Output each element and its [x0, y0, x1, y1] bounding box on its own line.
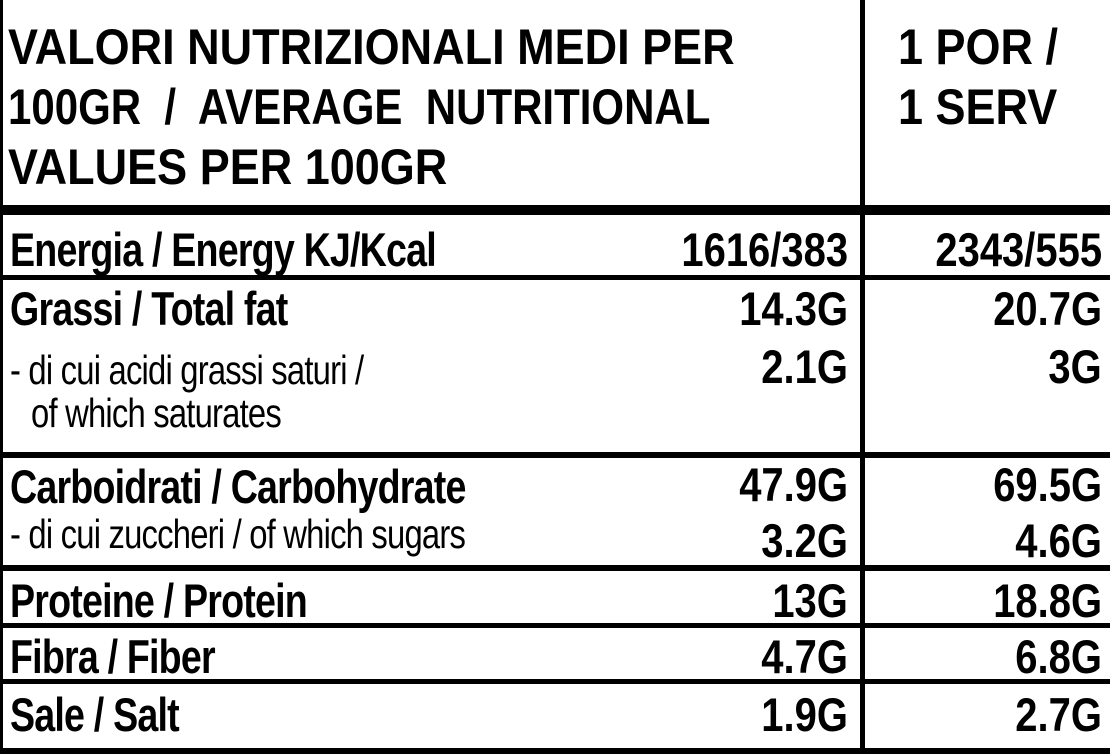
row-label: - di cui zuccheri / of which sugars: [10, 511, 466, 557]
value-per-serving: 2343/555: [935, 223, 1102, 276]
left-border: [0, 0, 3, 754]
row-divider: [0, 565, 1110, 571]
value-per-serving: 4.6G: [1015, 514, 1102, 567]
header-serving-line-1: 1 POR /: [898, 19, 1059, 75]
header-title-line-1: VALORI NUTRIZIONALI MEDI PER: [8, 19, 735, 75]
row-label: Grassi / Total fat: [10, 282, 288, 335]
row-divider: [0, 679, 1110, 684]
value-per-serving: 18.8G: [993, 574, 1102, 627]
value-per-100g: 14.3G: [739, 282, 848, 335]
row-label: Sale / Salt: [10, 688, 180, 741]
row-label: Fibra / Fiber: [10, 630, 216, 683]
row-divider: [0, 275, 1110, 280]
value-per-100g: 1616/383: [681, 223, 848, 276]
header-title-line-2: 100GR / AVERAGE NUTRITIONAL: [8, 79, 711, 135]
bottom-border: [0, 748, 1110, 754]
header-divider: [0, 205, 1110, 215]
row-label: - di cui acidi grassi saturi /: [10, 347, 364, 393]
value-per-serving: 3G: [1048, 340, 1102, 393]
column-divider: [860, 0, 865, 754]
value-per-serving: 20.7G: [993, 282, 1102, 335]
value-per-serving: 2.7G: [1015, 688, 1102, 741]
row-label: Energia / Energy KJ/Kcal: [10, 223, 437, 276]
value-per-serving: 6.8G: [1015, 630, 1102, 683]
header-title-line-3: VALUES PER 100GR: [8, 139, 448, 195]
value-per-100g: 2.1G: [761, 340, 848, 393]
header-serving-line-2: 1 SERV: [898, 79, 1058, 135]
row-divider: [0, 623, 1110, 628]
row-label: Carboidrati / Carbohydrate: [10, 460, 466, 513]
row-label-line-2: of which saturates: [31, 390, 282, 436]
value-per-100g: 4.7G: [761, 630, 848, 683]
value-per-serving: 69.5G: [993, 458, 1102, 511]
value-per-100g: 47.9G: [739, 458, 848, 511]
row-divider: [0, 452, 1110, 458]
value-per-100g: 3.2G: [761, 514, 848, 567]
value-per-100g: 13G: [772, 574, 848, 627]
value-per-100g: 1.9G: [761, 688, 848, 741]
row-label: Proteine / Protein: [10, 574, 308, 627]
